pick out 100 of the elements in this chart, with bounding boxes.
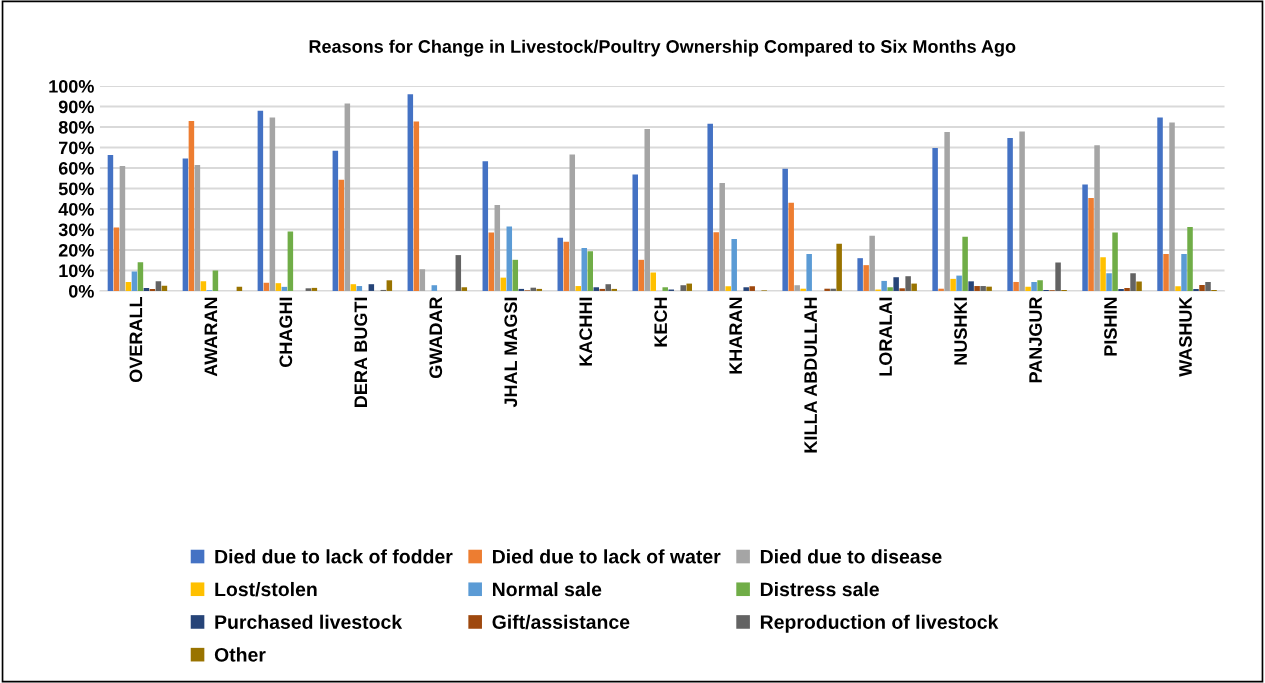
legend-label: Lost/stolen [215,581,317,597]
y-tick-label: 90% [58,100,94,114]
y-tick-label: 70% [59,141,94,155]
bar [149,288,156,291]
bar [788,202,794,291]
bar [893,277,899,291]
bar [350,284,357,291]
bar [305,288,312,291]
bar [956,275,962,291]
x-tick-label: KACHHI [579,297,593,366]
bar [857,258,863,291]
x-tick-label: DERA BUGTI [354,297,368,407]
bar [650,272,656,291]
bar [1157,117,1163,291]
y-tick-label: 40% [58,202,94,216]
x-tick-label: KHARAN [729,297,742,374]
bar [962,236,968,291]
legend-label: Purchased livestock [215,614,403,629]
bar [806,254,812,291]
bar [824,288,830,291]
bar [911,283,917,291]
bar [407,94,414,291]
bar [518,288,525,291]
bar [899,288,905,291]
bar [536,288,543,291]
x-tick-label: PISHIN [1104,297,1117,356]
bar [1082,184,1088,291]
bar [974,286,980,291]
y-tick-label: 30% [58,223,94,237]
legend-label: Died due to lack of water [492,549,721,564]
bar [413,121,420,291]
bar [1112,232,1118,291]
bar [944,131,950,291]
bar [1199,285,1205,291]
bar [632,174,638,291]
bar [905,276,911,291]
bar [182,158,189,291]
bar [512,259,519,291]
chart-title: Reasons for Change in Livestock/Poultry Ownership Compared to Six Months Ago [309,39,1016,57]
bar [1130,273,1136,291]
x-tick-label: NUSHKI [954,297,967,365]
bar [680,285,686,291]
bar [1055,262,1061,291]
bar [107,154,114,291]
bar [455,255,462,291]
bar [557,237,564,291]
bar [563,241,570,291]
bar [344,103,351,291]
y-tick-label: 100% [49,79,94,93]
legend-label: Reproduction of livestock [760,614,999,633]
bar [431,285,438,291]
x-tick-label: GWADAR [429,296,443,379]
bar [662,287,668,291]
bar [968,281,974,291]
bar [269,117,276,291]
bar [587,251,594,291]
bar [287,231,294,291]
bar [188,120,195,291]
bar [1025,286,1031,291]
bar [800,288,806,291]
y-tick-label: 50% [58,182,94,196]
bar [257,110,264,291]
legend-label: Other [214,647,266,662]
bar [593,287,600,291]
bar [932,147,938,291]
y-tick-label: 0% [69,284,94,298]
bar [419,269,426,291]
bar [713,232,719,291]
bar [938,288,944,291]
bar [1193,288,1199,291]
bar [506,226,513,291]
bar [749,286,755,291]
bar [863,265,869,291]
bar [1019,131,1025,291]
bar [980,286,986,291]
bar [200,281,207,291]
x-tick-label: OVERALL [129,297,143,383]
bar [1136,281,1142,291]
bar [599,288,606,291]
bar [881,280,887,291]
bar [125,281,132,291]
bar [638,259,644,291]
bar [686,283,692,291]
bar [1013,281,1019,291]
bar [488,232,495,291]
bar [1124,287,1130,291]
bar [830,288,836,291]
y-tick-label: 80% [58,120,94,134]
y-tick-label: 60% [58,161,94,175]
x-tick-label: WASHUK [1179,296,1192,377]
bar [113,227,120,291]
bar [131,271,138,291]
y-tick-label: 10% [59,264,94,278]
bar [482,161,489,291]
x-tick-label: KECH [654,297,668,347]
bar [986,286,992,291]
bar [1007,137,1013,291]
bar [605,284,612,291]
bar [707,123,713,291]
y-tick-label: 20% [58,243,94,257]
